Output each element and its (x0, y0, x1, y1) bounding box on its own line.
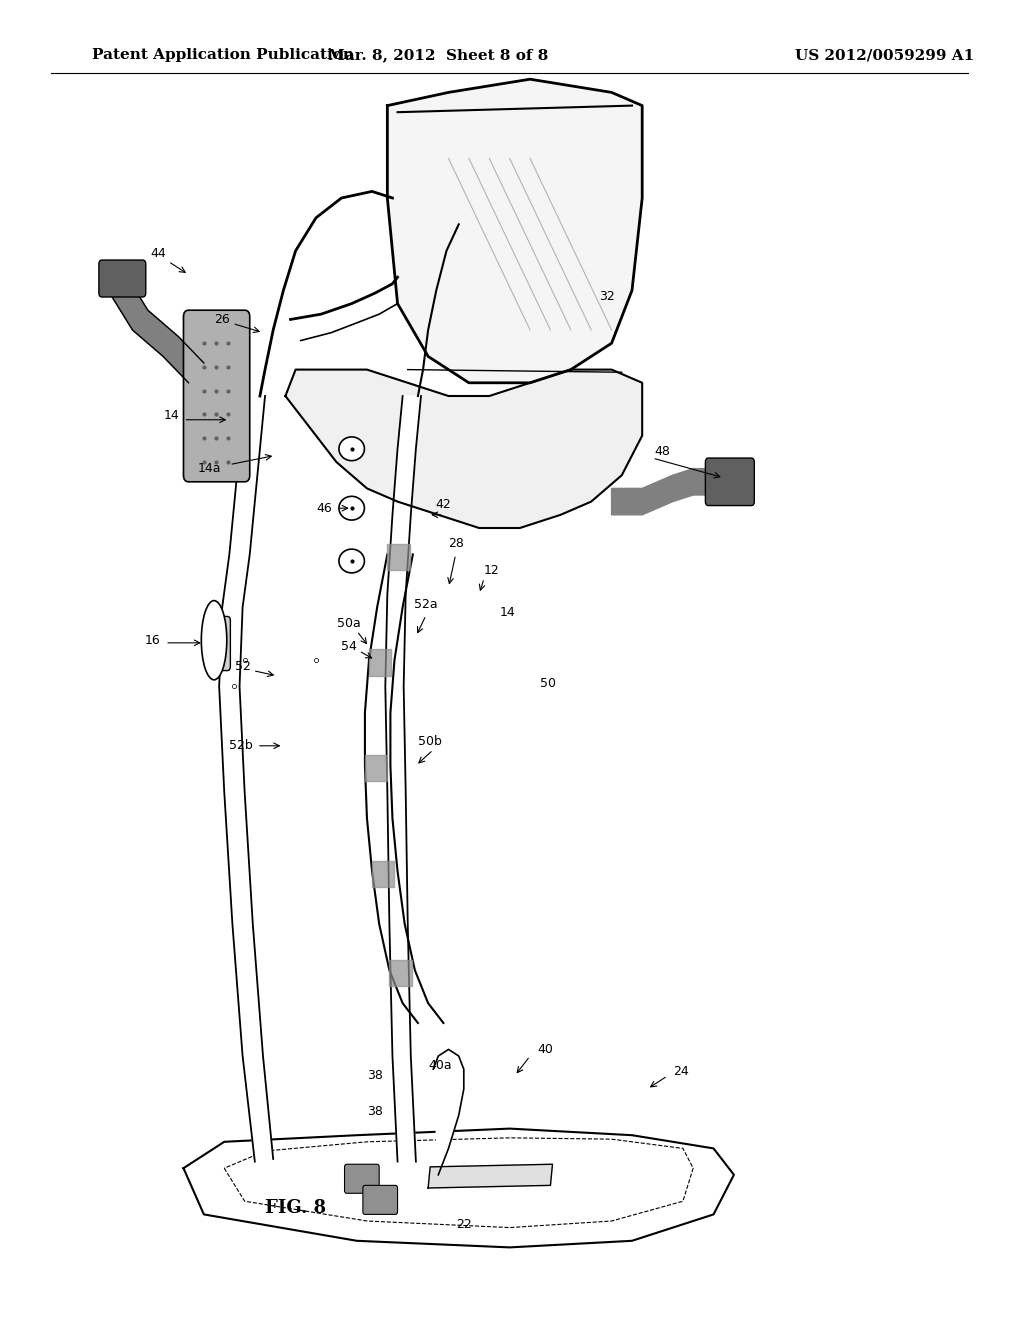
FancyBboxPatch shape (206, 616, 230, 671)
FancyBboxPatch shape (344, 1164, 379, 1193)
Polygon shape (219, 396, 273, 1162)
Ellipse shape (339, 496, 365, 520)
Text: 22: 22 (456, 1218, 472, 1232)
Polygon shape (286, 370, 642, 528)
Text: 42: 42 (435, 498, 452, 511)
Polygon shape (112, 277, 204, 383)
Text: US 2012/0059299 A1: US 2012/0059299 A1 (795, 49, 975, 62)
Text: 50: 50 (541, 677, 556, 690)
FancyBboxPatch shape (362, 1185, 397, 1214)
Text: 46: 46 (316, 502, 332, 515)
Text: 40: 40 (538, 1043, 553, 1056)
Text: 28: 28 (447, 537, 464, 550)
Text: 14a: 14a (198, 462, 221, 475)
Text: 26: 26 (214, 313, 230, 326)
Text: 52a: 52a (415, 598, 438, 611)
Polygon shape (433, 1049, 464, 1175)
Text: 32: 32 (599, 290, 614, 304)
Polygon shape (611, 469, 714, 515)
Text: 12: 12 (483, 564, 499, 577)
FancyBboxPatch shape (99, 260, 145, 297)
Text: 16: 16 (145, 634, 161, 647)
Text: 38: 38 (368, 1069, 383, 1082)
Text: 48: 48 (654, 445, 671, 458)
Text: FIG. 8: FIG. 8 (265, 1199, 327, 1217)
Text: 44: 44 (151, 247, 166, 260)
Text: 14: 14 (164, 409, 179, 422)
Text: 52: 52 (234, 660, 251, 673)
Text: 40a: 40a (428, 1059, 453, 1072)
FancyBboxPatch shape (706, 458, 755, 506)
Polygon shape (183, 1129, 734, 1247)
Ellipse shape (339, 437, 365, 461)
FancyBboxPatch shape (183, 310, 250, 482)
Polygon shape (387, 79, 642, 383)
Polygon shape (385, 396, 421, 1162)
Text: 14: 14 (500, 606, 515, 619)
Polygon shape (428, 1164, 553, 1188)
Text: 24: 24 (673, 1065, 689, 1078)
Text: Mar. 8, 2012  Sheet 8 of 8: Mar. 8, 2012 Sheet 8 of 8 (328, 49, 549, 62)
Text: 50b: 50b (418, 735, 442, 748)
Ellipse shape (202, 601, 226, 680)
Text: 54: 54 (341, 640, 356, 653)
Text: 38: 38 (368, 1105, 383, 1118)
Text: 50a: 50a (337, 616, 360, 630)
Text: Patent Application Publication: Patent Application Publication (92, 49, 353, 62)
Ellipse shape (339, 549, 365, 573)
Text: 52b: 52b (228, 739, 253, 752)
